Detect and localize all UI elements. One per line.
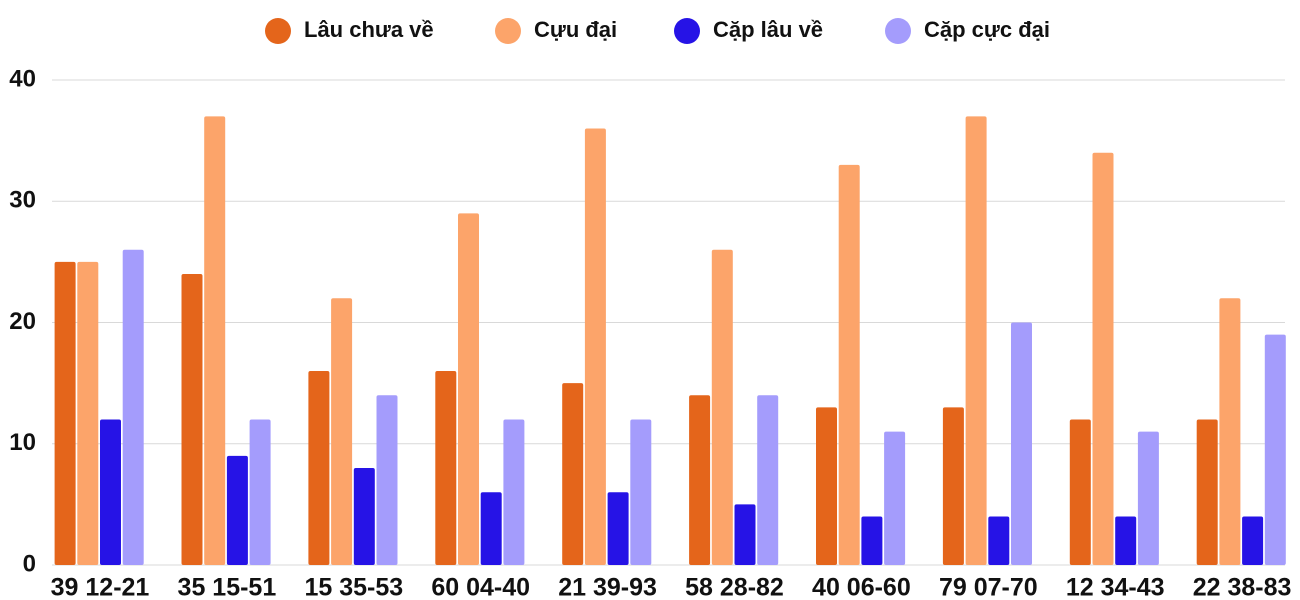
bar [1092, 152, 1114, 565]
x-tick-label: 12 34-43 [1066, 574, 1165, 600]
bar [942, 407, 964, 565]
bar [77, 261, 99, 565]
x-tick-label: 40 06-60 [812, 574, 911, 600]
bar [100, 419, 121, 565]
bar [54, 261, 76, 565]
legend-label: Lâu chưa về [304, 17, 434, 42]
legend-swatch [265, 18, 291, 44]
bar [1069, 419, 1091, 565]
bar [584, 128, 606, 565]
x-tick-label: 21 39-93 [558, 574, 657, 600]
y-tick-label: 30 [9, 187, 36, 214]
bar [249, 419, 271, 565]
bar [1137, 431, 1159, 565]
bar [353, 468, 375, 565]
bar [480, 492, 502, 565]
y-tick-label: 20 [9, 308, 36, 335]
legend-label: Cặp lâu về [713, 17, 823, 42]
bar [376, 395, 398, 565]
y-tick-label: 40 [9, 65, 36, 92]
y-tick-label: 10 [9, 429, 36, 456]
legend-swatch [495, 18, 521, 44]
x-tick-label: 22 38-83 [1193, 574, 1292, 600]
bar [630, 419, 652, 565]
bar [562, 383, 584, 565]
bar [226, 455, 248, 565]
x-tick-label: 58 28-82 [685, 574, 784, 600]
bar [122, 249, 144, 565]
legend-swatch [674, 18, 700, 44]
bar [1196, 419, 1218, 565]
bar [204, 116, 226, 565]
legend-swatch [885, 18, 911, 44]
bar [1115, 516, 1137, 565]
bar [458, 213, 479, 565]
x-tick-label: 35 15-51 [178, 574, 277, 600]
x-tick-label: 79 07-70 [939, 574, 1038, 600]
x-tick-label: 39 12-21 [51, 574, 150, 600]
bar [1264, 334, 1286, 565]
bar [965, 116, 987, 565]
bar [988, 516, 1010, 565]
bar [734, 504, 756, 565]
x-tick-label: 60 04-40 [431, 574, 530, 600]
x-tick-label: 15 35-53 [304, 574, 403, 600]
bar [711, 249, 733, 565]
bar [816, 407, 837, 565]
bar [607, 492, 629, 565]
bar [757, 395, 779, 565]
bar [1219, 298, 1241, 565]
bar [861, 516, 883, 565]
bar [1242, 516, 1264, 565]
bar [689, 395, 711, 565]
bar [503, 419, 525, 565]
bar [331, 298, 353, 565]
y-tick-label: 0 [23, 550, 36, 577]
bar [435, 371, 457, 565]
bar [1011, 322, 1032, 565]
bar [181, 274, 203, 565]
bar [308, 371, 330, 565]
legend-label: Cặp cực đại [924, 17, 1050, 42]
bar [884, 431, 906, 565]
bar [838, 164, 860, 565]
legend-label: Cựu đại [534, 17, 617, 42]
